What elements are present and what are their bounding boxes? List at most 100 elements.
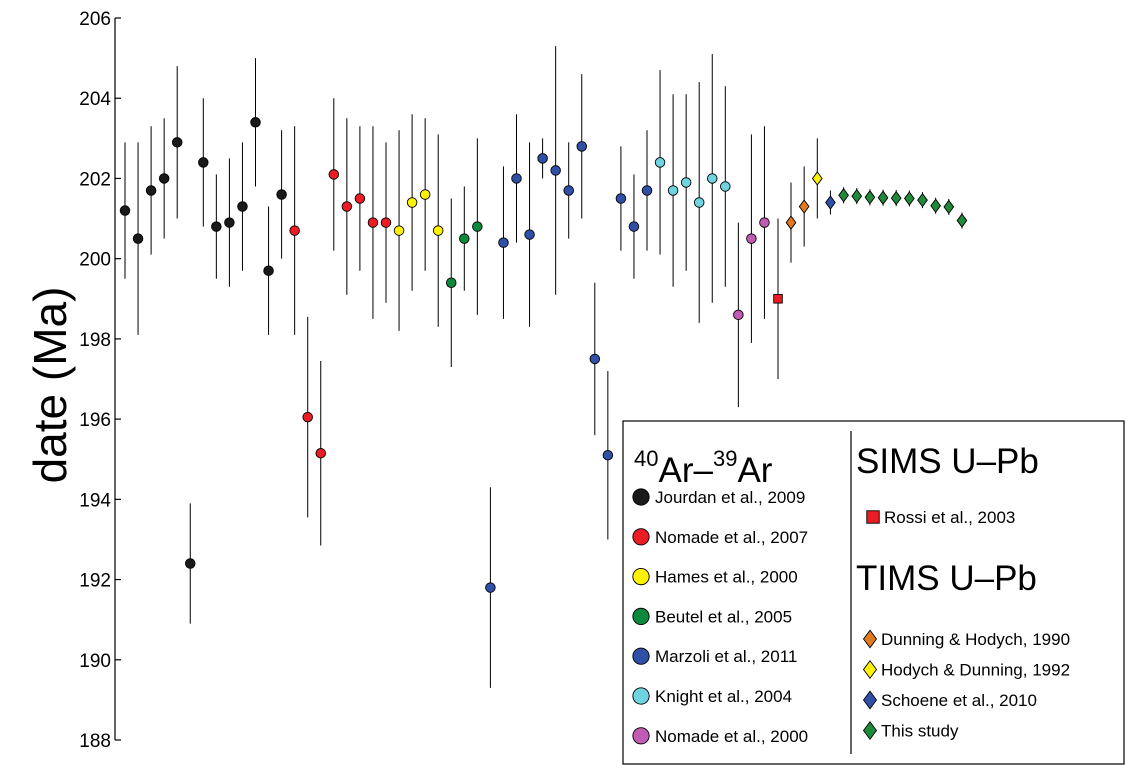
data-point [485,582,496,593]
legend-label: Schoene et al., 2010 [881,691,1037,710]
data-point [380,217,392,228]
data-point [930,198,942,213]
data-point [550,165,561,176]
y-tick-label: 194 [79,490,111,511]
data-point [589,353,601,365]
legend-heading-ar-el1: Ar– [658,451,713,490]
data-point [289,225,300,236]
legend-marker [862,629,878,649]
data-point [576,141,588,152]
y-tick-label: 188 [79,731,111,752]
data-point [563,185,574,196]
legend-marker [862,720,878,741]
data-point [811,171,823,186]
data-point [890,190,902,206]
legend-marker [866,510,880,524]
data-point [825,195,836,210]
data-point [498,237,509,248]
data-point [406,197,418,208]
data-point [184,558,196,569]
data-point [707,173,718,184]
data-point [654,157,666,168]
y-axis-label: date (Ma) [24,287,76,484]
data-point [250,117,261,128]
legend-heading-ar-sup1: 40 [634,446,658,471]
data-point [759,217,770,228]
data-point [472,221,483,232]
y-tick-label: 200 [79,250,111,271]
legend-marker [632,607,650,626]
legend-label: Jourdan et al., 2009 [655,488,805,507]
data-point [302,411,313,423]
data-point [198,157,209,168]
legend-heading-tims: TIMS U–Pb [856,559,1037,598]
y-tick-label: 192 [79,571,111,592]
legend-marker [632,567,650,586]
legend-marker [862,690,878,710]
legend-marker [632,647,650,665]
y-tick-label: 204 [79,89,111,110]
data-point [328,169,340,180]
legend-heading-ar-sup2: 39 [713,446,737,471]
data-point [641,185,653,196]
data-point [132,233,144,244]
data-point [446,277,457,288]
data-points [119,117,968,593]
data-point [524,229,535,240]
y-tick-label: 190 [79,651,111,672]
data-point [171,137,183,148]
legend-label: Hames et al., 2000 [655,568,798,587]
legend-marker [862,659,878,680]
data-point [393,225,405,236]
data-point [838,188,849,203]
y-tick-label: 206 [79,9,111,30]
legend-label: Nomade et al., 2007 [655,528,808,547]
legend-label: Hodych & Dunning, 1992 [881,661,1070,680]
legend-heading-sims: SIMS U–Pb [856,442,1039,481]
y-axis: 188 190 192 194 196 198 200 202 204 206 [79,9,121,752]
data-point [903,191,915,206]
data-point [746,233,757,244]
data-point [419,189,431,200]
data-point [511,173,522,184]
data-point [628,221,640,232]
data-point [119,205,131,216]
y-tick-label: 198 [79,330,111,351]
data-point [680,177,692,188]
data-point [367,217,379,228]
legend-box [622,420,1125,765]
data-point [224,217,235,228]
data-point [877,190,889,205]
legend-label: Rossi et al., 2003 [884,508,1015,527]
data-point [943,199,955,215]
data-point [864,190,876,205]
data-point [667,185,679,196]
data-point [785,215,797,230]
legend-marker [632,528,650,546]
legend-heading-ar: 40Ar–39Ar [634,446,773,490]
legend-heading-ar-el2: Ar [737,451,772,490]
data-point [315,447,327,459]
data-point [798,199,810,214]
data-point [956,213,968,228]
data-point [459,233,470,244]
data-point [693,197,705,208]
legend-label: Dunning & Hodych, 1990 [881,630,1070,649]
data-point [276,189,287,200]
data-point [432,225,444,236]
data-point [615,193,627,204]
legend-label: Beutel et al., 2005 [655,607,792,626]
legend-marker [632,488,650,506]
legend-label: Marzoli et al., 2011 [655,647,797,666]
data-point [720,181,731,192]
data-point [354,193,366,204]
data-point [237,201,248,212]
legend: 40Ar–39Ar SIMS U–Pb TIMS U–Pb Jourdan et… [622,420,1125,765]
legend-marker [632,687,650,705]
legend-label: This study [881,722,959,741]
data-point [851,188,863,204]
y-tick-label: 202 [79,169,111,190]
y-tick-label: 196 [79,410,111,431]
data-point [602,449,614,461]
